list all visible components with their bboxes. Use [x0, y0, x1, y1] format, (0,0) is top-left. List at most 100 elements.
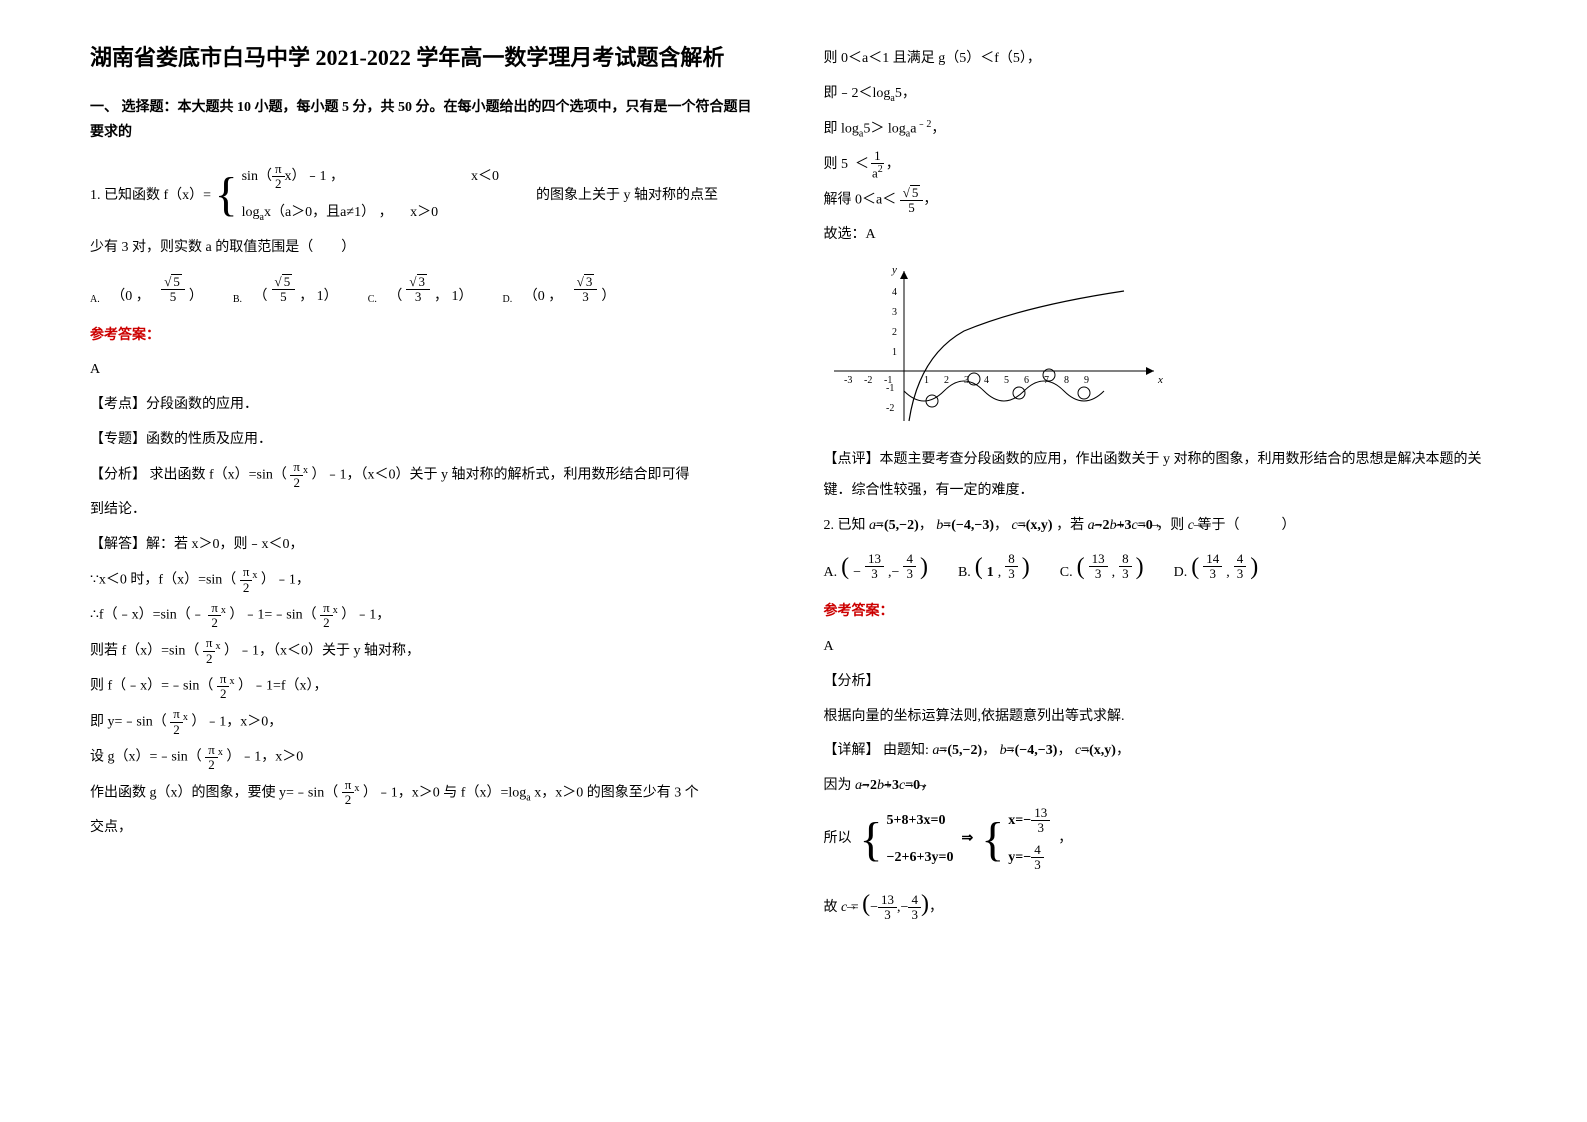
sqrt5b: 5	[282, 274, 293, 289]
sqrt3d: 3	[584, 274, 595, 289]
Cpre: C.	[1060, 565, 1073, 581]
jd8c: x，x＞0 的图象至少有 3 个	[534, 785, 699, 800]
r3c: log	[888, 121, 906, 136]
q2-b: ，若	[1056, 518, 1084, 533]
svg-text:4: 4	[984, 375, 989, 386]
Cd: 3	[1119, 567, 1132, 581]
r3e: ，	[931, 121, 945, 136]
jd3a: ∴f（﹣x）=sin（﹣	[90, 608, 205, 623]
two6: 2	[203, 652, 216, 666]
two5: 2	[320, 616, 333, 630]
pi: π	[272, 162, 285, 177]
optB-pre: （	[254, 285, 268, 305]
jd7a: 设 g（x）=﹣sin（	[90, 750, 202, 765]
sys1b: −2+6+3y=0	[887, 843, 954, 874]
q2-a: 2. 已知	[824, 518, 866, 533]
n3d: 3	[908, 908, 921, 922]
xsup7: x	[183, 712, 188, 723]
two9: 2	[205, 758, 218, 772]
q2-ans-label: 参考答案：	[824, 597, 1498, 628]
r2b: 5，	[895, 86, 916, 101]
section1-head: 一、 选择题：本大题共 10 小题，每小题 5 分，共 50 分。在每小题给出的…	[90, 95, 764, 145]
Cc: 8	[1119, 552, 1132, 567]
pi8: π	[170, 707, 183, 722]
optD-post: ）	[601, 285, 615, 305]
svg-text:2: 2	[944, 375, 949, 386]
Dpre: D.	[1174, 565, 1188, 581]
den5: 5	[167, 290, 180, 304]
two8: 2	[170, 723, 183, 737]
svg-text:-2: -2	[886, 403, 894, 414]
Apre: A.	[824, 565, 838, 581]
jd7b: ）﹣1，x＞0	[226, 750, 303, 765]
pi10: π	[342, 778, 355, 793]
r1: 则 0＜a＜1 且满足 g（5）＜f（5），	[824, 44, 1498, 75]
sqrt3: 3	[417, 274, 428, 289]
page-title: 湖南省娄底市白马中学 2021-2022 学年高一数学理月考试题含解析	[90, 40, 764, 75]
jd8b: ）﹣1，x＞0 与 f（x）=log	[363, 785, 526, 800]
xsup8: x	[218, 747, 223, 758]
xsup3: x	[221, 605, 226, 616]
r4b: ，	[886, 157, 900, 172]
svg-text:3: 3	[892, 307, 897, 318]
pi2: π	[290, 460, 303, 475]
jd1: 解：若 x＞0，则﹣x＜0，	[146, 537, 304, 552]
r5b: ，	[923, 193, 937, 208]
svg-text:2: 2	[892, 327, 897, 338]
zt-label: 【专题】	[90, 432, 146, 447]
dp: 本题主要考查分段函数的应用，作出函数关于 y 对称的图象，利用数形结合的思想是解…	[824, 452, 1482, 498]
svg-text:1: 1	[892, 347, 897, 358]
xsup6: x	[229, 676, 234, 687]
pi3: π	[240, 565, 253, 580]
Bb: 8	[1005, 552, 1018, 567]
r2: 即﹣2＜log	[824, 86, 891, 101]
jd2b: ）﹣1，	[261, 572, 310, 587]
q1-answer: A	[90, 355, 764, 386]
q2-xjf: 所以	[824, 824, 852, 855]
jd8a: 作出函数 g（x）的图象，要使 y=﹣sin（	[90, 785, 338, 800]
Dc: 4	[1234, 552, 1247, 567]
brace-icon3: {	[981, 816, 1004, 864]
answer-label: 参考答案：	[90, 321, 764, 352]
q2-fx-label: 【分析】	[824, 674, 880, 689]
jd3b: ）﹣1=﹣sin（	[229, 608, 316, 623]
pi9: π	[205, 743, 218, 758]
optA-post: ）	[189, 285, 203, 305]
optC-pre: （	[388, 285, 402, 305]
q1-prefix: 1. 已知函数 f（x）=	[90, 188, 211, 203]
Db: 3	[1207, 567, 1220, 581]
q1-piece1a: sin（	[242, 169, 272, 184]
r3sup: ﹣2	[916, 119, 931, 130]
jd5b: ）﹣1=f（x），	[238, 679, 328, 694]
pi6: π	[203, 636, 216, 651]
q2-xja: 由题知:	[883, 743, 929, 758]
sys2a: x=−	[1008, 813, 1031, 828]
n3b: 3	[1031, 858, 1044, 872]
Ac: 4	[903, 552, 916, 567]
jd9: 交点，	[90, 813, 764, 844]
sys1a: 5+8+3x=0	[887, 806, 954, 837]
two: 2	[272, 177, 285, 191]
kd-label: 【考点】	[90, 397, 146, 412]
Dd: 3	[1234, 567, 1247, 581]
one: 1	[871, 149, 884, 164]
r3a: 即 log	[824, 121, 859, 136]
pi4: π	[208, 601, 221, 616]
den3: 3	[412, 290, 425, 304]
q1-piece2a: log	[242, 205, 260, 220]
pi5: π	[320, 601, 333, 616]
Cb: 3	[1092, 567, 1105, 581]
q1-options: A. （0 ， √55） B. （√55， 1） C. （√33， 1） D. …	[90, 274, 764, 305]
q1-stem: 1. 已知函数 f（x）= { sin（π2x）﹣1 ， x＜0 logax（a…	[90, 162, 764, 230]
q1-suffix: 的图象上关于 y 轴对称的点至	[536, 188, 718, 203]
svg-text:-1: -1	[886, 383, 894, 394]
two3: 2	[240, 581, 253, 595]
jd-label: 【解答】	[90, 537, 146, 552]
optB-post: ， 1）	[299, 285, 338, 305]
q2-ans: A	[824, 632, 1498, 663]
svg-text:-3: -3	[844, 375, 852, 386]
svg-text:8: 8	[1064, 375, 1069, 386]
den3d: 3	[579, 290, 592, 304]
suba2: a	[526, 792, 530, 803]
zt: 函数的性质及应用．	[146, 432, 272, 447]
